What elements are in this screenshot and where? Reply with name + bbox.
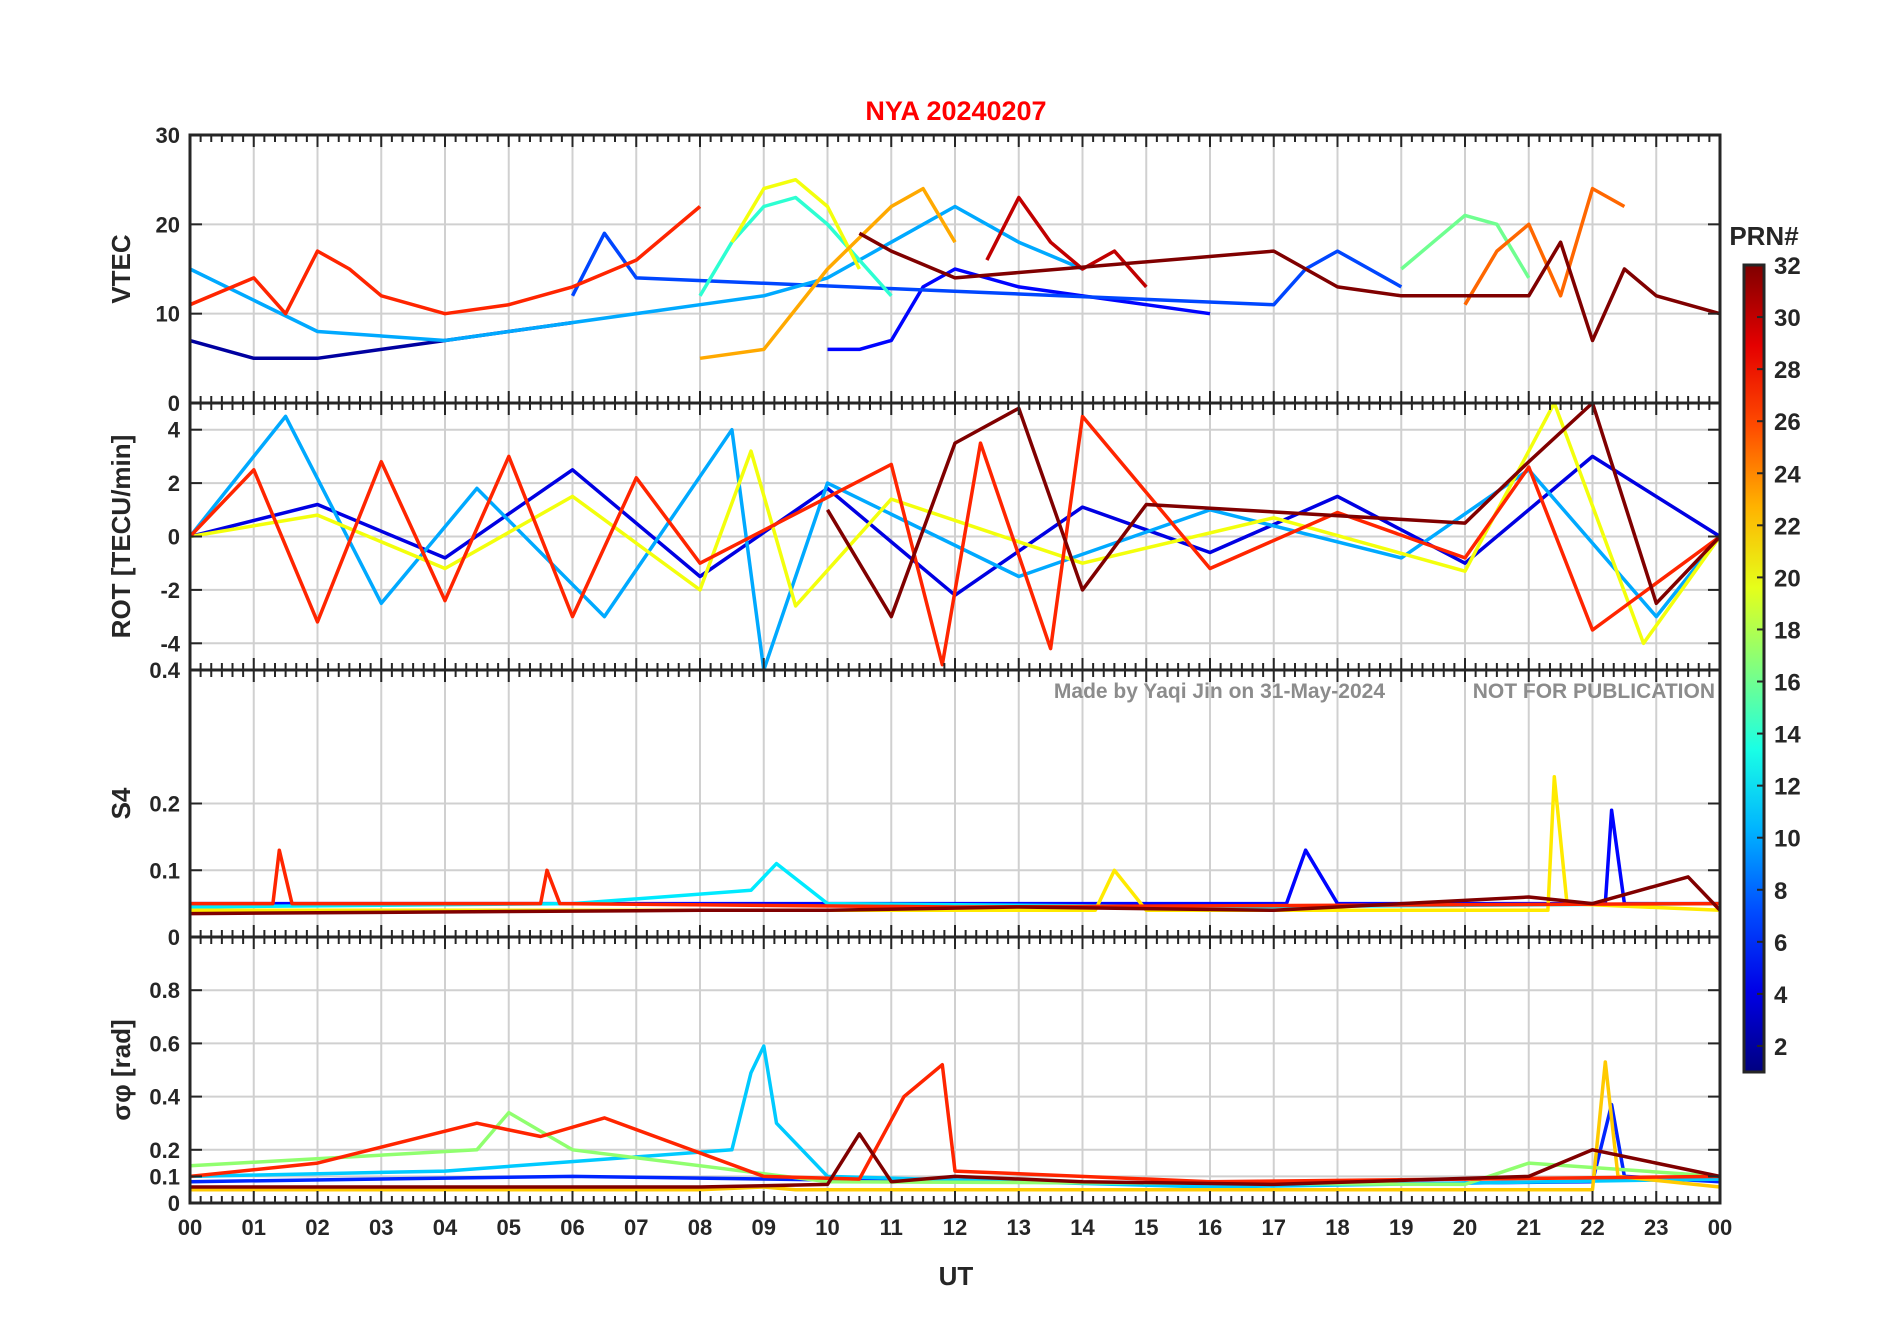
y-tick-label: 0 <box>168 525 180 550</box>
series-line-prn-5 <box>827 267 1211 352</box>
panel-vtec: 0 10 20 30 VTEC <box>106 123 1722 416</box>
y-axis-label: S4 <box>106 787 136 819</box>
x-tick-label: 22 <box>1580 1215 1604 1240</box>
y-tick-label: 10 <box>156 302 180 327</box>
x-tick-label: 05 <box>497 1215 521 1240</box>
y-tick-label: 0.6 <box>149 1031 180 1056</box>
series-line-prn-30 <box>985 195 1148 289</box>
x-tick-label: 19 <box>1389 1215 1413 1240</box>
series-line-prn-32 <box>825 403 1720 619</box>
colorbar-tick-label: 14 <box>1774 722 1801 749</box>
x-tick-label: 08 <box>688 1215 712 1240</box>
x-tick-label: 15 <box>1134 1215 1158 1240</box>
series-line-prn-17 <box>190 1110 1720 1187</box>
y-axis-label: σφ [rad] <box>106 1019 136 1120</box>
panel-rot: -4 -2 0 2 4 ROT [TECU/min] <box>106 401 1722 672</box>
x-tick-label: 07 <box>624 1215 648 1240</box>
watermark-not-for-publication: NOT FOR PUBLICATION <box>1473 680 1715 703</box>
x-tick-label: 04 <box>433 1215 458 1240</box>
y-tick-label: 0.4 <box>149 658 180 683</box>
colorbar-tick-label: 10 <box>1774 826 1801 853</box>
series-group <box>190 177 1720 361</box>
x-tick-label: 13 <box>1007 1215 1031 1240</box>
y-tick-label: 0.1 <box>149 858 180 883</box>
x-tick-label: 16 <box>1198 1215 1222 1240</box>
x-tick-label: 11 <box>880 1215 903 1240</box>
y-tick-label: 0.8 <box>149 978 180 1003</box>
series-line-prn-27 <box>190 1062 1720 1184</box>
colorbar-tick-label: 28 <box>1774 357 1801 384</box>
x-tick-label: 00 <box>1708 1215 1732 1240</box>
series-line-prn-27 <box>190 414 1720 667</box>
series-line-prn-27 <box>190 848 1720 909</box>
colorbar-tick-label: 8 <box>1774 878 1787 905</box>
y-tick-label: 0.1 <box>149 1164 180 1189</box>
watermark-author: Made by Yaqi Jin on 31-May-2024 <box>1054 680 1385 703</box>
colorbar-label: PRN# <box>1729 221 1799 251</box>
series-line-prn-25 <box>1463 186 1626 306</box>
x-tick-label: 17 <box>1262 1215 1286 1240</box>
series-group <box>190 1044 1720 1192</box>
colorbar-tick-label: 20 <box>1774 565 1801 592</box>
series-line-prn-7 <box>570 231 1403 307</box>
series-line-prn-20 <box>730 177 861 270</box>
y-tick-label: 0 <box>168 925 180 950</box>
y-tick-label: 0 <box>168 1191 180 1216</box>
series-line-prn-27 <box>190 205 702 316</box>
panel-s4: 0 0.1 0.2 0.4 S4 <box>106 658 1722 950</box>
series-line-prn-32 <box>858 231 1720 343</box>
colorbar-tick-label: 26 <box>1774 409 1801 436</box>
series-line-prn-21 <box>190 775 1720 913</box>
colorbar-tick-label: 22 <box>1774 513 1801 540</box>
y-tick-label: -2 <box>160 578 180 603</box>
y-tick-label: 4 <box>168 418 181 443</box>
colorbar-tick-label: 30 <box>1774 305 1801 332</box>
series-line-prn-32 <box>190 1132 1720 1189</box>
chart-title: NYA 20240207 <box>865 96 1046 126</box>
x-tick-label: 00 <box>178 1215 202 1240</box>
x-tick-label: 23 <box>1644 1215 1668 1240</box>
colorbar-tick-label: 6 <box>1774 930 1787 957</box>
y-axis-label: VTEC <box>106 234 136 304</box>
colorbar-tick-label: 24 <box>1774 461 1801 488</box>
y-tick-label: 0.4 <box>149 1085 180 1110</box>
colorbar-tick-label: 16 <box>1774 670 1801 697</box>
x-tick-label: 02 <box>305 1215 329 1240</box>
series-group <box>190 403 1720 670</box>
x-tick-label: 20 <box>1453 1215 1477 1240</box>
x-tick-label: 14 <box>1070 1215 1095 1240</box>
x-tick-label: 06 <box>560 1215 584 1240</box>
x-tick-label: 09 <box>752 1215 776 1240</box>
x-tick-label: 03 <box>369 1215 393 1240</box>
colorbar-tick-label: 4 <box>1774 982 1788 1009</box>
x-tick-label: 18 <box>1325 1215 1349 1240</box>
y-tick-label: 2 <box>168 471 180 496</box>
colorbar-gradient <box>1742 263 1766 1074</box>
y-tick-label: 0.2 <box>149 792 180 817</box>
panel-sigma_phi: 00.10.2 0.4 0.6 0.8 σφ [rad] <box>106 935 1722 1216</box>
colorbar-tick-label: 18 <box>1774 617 1801 644</box>
x-tick-label: 21 <box>1517 1215 1541 1240</box>
y-tick-label: 0 <box>168 391 180 416</box>
x-tick-label: 12 <box>943 1215 967 1240</box>
series-line-prn-10 <box>190 204 1084 343</box>
series-line-prn-22 <box>190 1060 1720 1192</box>
series-group <box>190 775 1720 916</box>
x-axis-label: UT <box>939 1261 974 1291</box>
x-tick-label: 01 <box>242 1215 266 1240</box>
colorbar-tick-label: 12 <box>1774 774 1801 801</box>
y-tick-label: 20 <box>156 212 180 237</box>
y-tick-label: 30 <box>156 123 180 148</box>
y-axis-label: ROT [TECU/min] <box>106 435 136 639</box>
series-line-prn-23 <box>699 186 957 361</box>
y-tick-label: 0.2 <box>149 1138 180 1163</box>
y-tick-label: -4 <box>160 631 180 656</box>
x-tick-label: 10 <box>815 1215 839 1240</box>
series-line-prn-32 <box>190 875 1720 916</box>
colorbar-tick-label: 32 <box>1774 253 1801 280</box>
colorbar-tick-label: 2 <box>1774 1034 1787 1061</box>
